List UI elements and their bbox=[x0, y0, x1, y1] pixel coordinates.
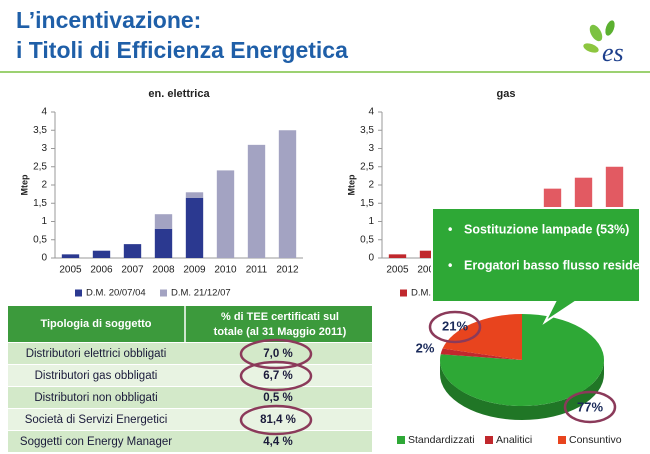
bar bbox=[278, 130, 297, 258]
table-row bbox=[8, 387, 372, 408]
y-tick-label: 0,5 bbox=[360, 234, 374, 245]
x-tick-label: 2005 bbox=[59, 265, 82, 276]
bar bbox=[388, 254, 407, 258]
y-tick-label: 2 bbox=[368, 180, 374, 191]
legend-swatch bbox=[400, 289, 407, 297]
x-tick-label: 2005 bbox=[386, 265, 409, 276]
legend-swatch bbox=[160, 289, 167, 297]
y-tick-label: 3,5 bbox=[33, 125, 47, 136]
y-tick-label: 1,5 bbox=[360, 198, 374, 209]
callout-text: Sostituzione lampade (53%) bbox=[464, 222, 629, 236]
highlight bbox=[428, 310, 482, 344]
highlight bbox=[239, 404, 313, 436]
legend-swatch bbox=[485, 436, 493, 444]
table-cell: 7,0 % bbox=[263, 348, 292, 360]
legend-label: Standardizzati bbox=[408, 434, 475, 446]
bullet: • bbox=[448, 258, 452, 272]
x-tick-label: 2010 bbox=[214, 265, 237, 276]
legend-label: Analitici bbox=[496, 434, 532, 446]
y-tick-label: 0 bbox=[41, 253, 47, 264]
bar bbox=[154, 228, 173, 258]
bar bbox=[216, 170, 235, 258]
highlight bbox=[239, 360, 313, 392]
x-tick-label: 2012 bbox=[276, 265, 299, 276]
y-tick-label: 3 bbox=[41, 143, 47, 154]
y-tick-label: 0,5 bbox=[33, 234, 47, 245]
y-tick-label: 3 bbox=[368, 143, 374, 154]
y-tick-label: 4 bbox=[41, 107, 47, 118]
table-cell: Distributori gas obbligati bbox=[35, 370, 158, 382]
pie-slice bbox=[442, 314, 522, 360]
table-cell: 6,7 % bbox=[263, 370, 292, 382]
y-tick-label: 1 bbox=[368, 216, 374, 227]
callout-box bbox=[431, 207, 641, 325]
y-tick-label: 0 bbox=[368, 253, 374, 264]
table-row bbox=[8, 365, 372, 386]
title-line: i Titoli di Efficienza Energetica bbox=[16, 37, 348, 63]
legend-label: D.M. 21/12/07 bbox=[171, 288, 231, 299]
y-tick-label: 2 bbox=[41, 180, 47, 191]
y-axis-label: Mtep bbox=[346, 174, 356, 195]
legend-swatch bbox=[558, 436, 566, 444]
logo: es bbox=[583, 20, 624, 67]
bar bbox=[185, 197, 204, 258]
table-header: Tipologia di soggetto bbox=[40, 318, 151, 330]
logo-text: es bbox=[602, 38, 624, 67]
pie-side bbox=[440, 360, 604, 420]
highlight bbox=[563, 390, 617, 424]
bar bbox=[185, 192, 204, 198]
bar bbox=[61, 254, 80, 258]
x-tick-label: 2009 bbox=[183, 265, 206, 276]
x-tick-label: 2008 bbox=[152, 265, 175, 276]
y-tick-label: 2,5 bbox=[33, 161, 47, 172]
table-header: % di TEE certificati sul bbox=[221, 311, 339, 323]
table: Tipologia di soggetto % di TEE certifica… bbox=[8, 306, 372, 452]
bar bbox=[92, 250, 111, 258]
table-cell: 4,4 % bbox=[263, 436, 292, 448]
table-row bbox=[8, 431, 372, 452]
table-row bbox=[8, 409, 372, 430]
x-tick-label: 2011 bbox=[246, 265, 268, 276]
legend-swatch bbox=[75, 289, 82, 297]
x-tick-label: 2007 bbox=[121, 265, 144, 276]
table-cell: Distributori elettrici obbligati bbox=[26, 348, 167, 360]
table-cell: Distributori non obbligati bbox=[34, 392, 157, 404]
title-line: L’incentivazione: bbox=[16, 7, 201, 33]
overlay: • Sostituzione lampade (53%) • Erogatori… bbox=[239, 207, 650, 436]
y-tick-label: 2,5 bbox=[360, 161, 374, 172]
data-label: 21% bbox=[442, 318, 468, 333]
y-tick-label: 1,5 bbox=[33, 198, 47, 209]
table-cell: 81,4 % bbox=[260, 414, 296, 426]
bar bbox=[419, 250, 438, 258]
legend-swatch bbox=[397, 436, 405, 444]
data-label: 77% bbox=[577, 399, 603, 414]
bar bbox=[154, 214, 173, 229]
pie-slice bbox=[440, 348, 522, 360]
chart-title: en. elettrica bbox=[148, 88, 210, 100]
table-cell: 0,5 % bbox=[263, 392, 292, 404]
x-tick-label: 2006 bbox=[417, 265, 440, 276]
bar bbox=[123, 244, 142, 258]
table-header: totale (al 31 Maggio 2011) bbox=[214, 326, 347, 338]
bullet: • bbox=[448, 222, 452, 236]
x-tick-label: 2006 bbox=[90, 265, 113, 276]
legend-label: D.M. 20/07/04 bbox=[86, 288, 146, 299]
highlight bbox=[239, 338, 313, 370]
y-tick-label: 1 bbox=[41, 216, 47, 227]
callout-text: Erogatori basso flusso residenziali (13%… bbox=[464, 258, 650, 272]
legend-label: Consuntivo bbox=[569, 434, 622, 446]
y-axis-label: Mtep bbox=[19, 174, 29, 195]
table-cell: Soggetti con Energy Manager bbox=[20, 436, 172, 448]
data-label: 2% bbox=[416, 340, 435, 355]
table-row bbox=[8, 343, 372, 364]
table-cell: Società di Servizi Energetici bbox=[25, 414, 168, 426]
chart-title: gas bbox=[497, 88, 516, 100]
bar bbox=[247, 144, 266, 258]
y-tick-label: 4 bbox=[368, 107, 374, 118]
y-tick-label: 3,5 bbox=[360, 125, 374, 136]
